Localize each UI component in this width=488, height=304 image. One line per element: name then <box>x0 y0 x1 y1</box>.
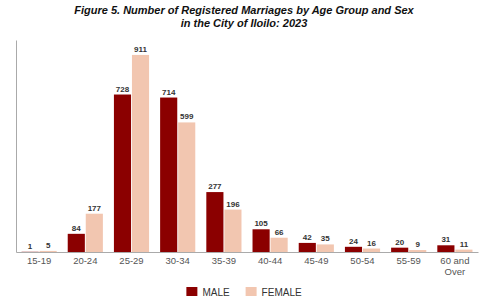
x-tick: 50-54 <box>350 255 374 266</box>
bar <box>224 210 241 252</box>
x-tick-label: 40-44 <box>258 255 282 266</box>
legend: MALE FEMALE <box>186 287 302 298</box>
data-label: 1 <box>28 242 33 251</box>
data-label: 20 <box>395 238 404 247</box>
data-label: 177 <box>88 204 102 213</box>
data-labels: 1847287142771054224203151779115991966635… <box>28 45 469 251</box>
data-label: 35 <box>321 234 330 243</box>
x-tick-label: 30-34 <box>166 255 190 266</box>
series-bars <box>40 55 473 252</box>
x-tick: 25-29 <box>119 255 143 266</box>
x-tick: 55-59 <box>397 255 421 266</box>
bars <box>22 55 473 252</box>
chart: Figure 5. Number of Registered Marriages… <box>0 0 488 304</box>
x-tick-label: 15-19 <box>27 255 51 266</box>
legend-item: FEMALE <box>246 287 302 298</box>
bar <box>363 249 380 252</box>
data-label: 84 <box>72 224 81 233</box>
y-axis-line <box>16 41 17 253</box>
bar <box>317 244 334 252</box>
x-tick-label: 55-59 <box>397 255 421 266</box>
x-tick-label: 25-29 <box>119 255 143 266</box>
bar <box>68 234 85 252</box>
data-label: 277 <box>208 182 222 191</box>
legend-swatch <box>186 287 197 296</box>
bar <box>345 247 362 252</box>
x-tick: 35-39 <box>212 255 236 266</box>
x-tick: 45-49 <box>304 255 328 266</box>
x-tick-label: 20-24 <box>73 255 97 266</box>
data-label: 66 <box>275 228 284 237</box>
bar <box>409 250 426 252</box>
x-tick-label: 60 andOver <box>440 255 469 277</box>
x-tick: 60 andOver <box>440 255 469 277</box>
bar <box>160 98 177 252</box>
legend-item: MALE <box>186 287 230 298</box>
legend-swatch <box>246 287 257 296</box>
x-axis-line <box>17 252 479 253</box>
x-tick-label: 45-49 <box>304 255 328 266</box>
legend-label: MALE <box>202 287 230 298</box>
data-label: 599 <box>180 112 194 121</box>
x-axis: 15-19 20-24 25-29 30-34 35-39 40-44 45-49 50-54… <box>17 253 479 277</box>
x-tick-label: 50-54 <box>350 255 374 266</box>
data-label: 31 <box>441 235 450 244</box>
bar <box>86 214 103 252</box>
legend-label: FEMALE <box>262 287 302 298</box>
x-tick: 30-34 <box>166 255 190 266</box>
data-label: 196 <box>226 200 240 209</box>
bar <box>40 251 57 252</box>
x-tick-label: 35-39 <box>212 255 236 266</box>
x-tick: 40-44 <box>258 255 282 266</box>
data-label: 16 <box>367 239 376 248</box>
bar <box>178 122 195 252</box>
y-axis <box>16 41 17 253</box>
x-tick: 15-19 <box>27 255 51 266</box>
x-tick: 20-24 <box>73 255 97 266</box>
bar <box>132 55 149 252</box>
series-bars <box>22 95 455 252</box>
bar <box>391 248 408 252</box>
data-label: 42 <box>303 233 312 242</box>
bar <box>299 243 316 252</box>
data-label: 11 <box>460 240 469 249</box>
bar <box>271 238 288 252</box>
data-label: 9 <box>415 240 420 249</box>
data-label: 911 <box>134 45 147 54</box>
data-label: 728 <box>116 85 130 94</box>
data-label: 105 <box>254 219 268 228</box>
bar <box>437 245 454 252</box>
bar <box>114 95 131 252</box>
bar <box>206 192 223 252</box>
bar <box>455 250 472 252</box>
plot: 15-19 20-24 25-29 30-34 35-39 40-44 45-49 50-54… <box>17 41 479 277</box>
data-label: 24 <box>349 237 358 246</box>
data-label: 5 <box>46 241 51 250</box>
data-label: 714 <box>162 88 176 97</box>
bar <box>22 251 39 252</box>
title: Figure 5. Number of Registered Marriages… <box>74 4 414 29</box>
bar <box>253 229 270 252</box>
